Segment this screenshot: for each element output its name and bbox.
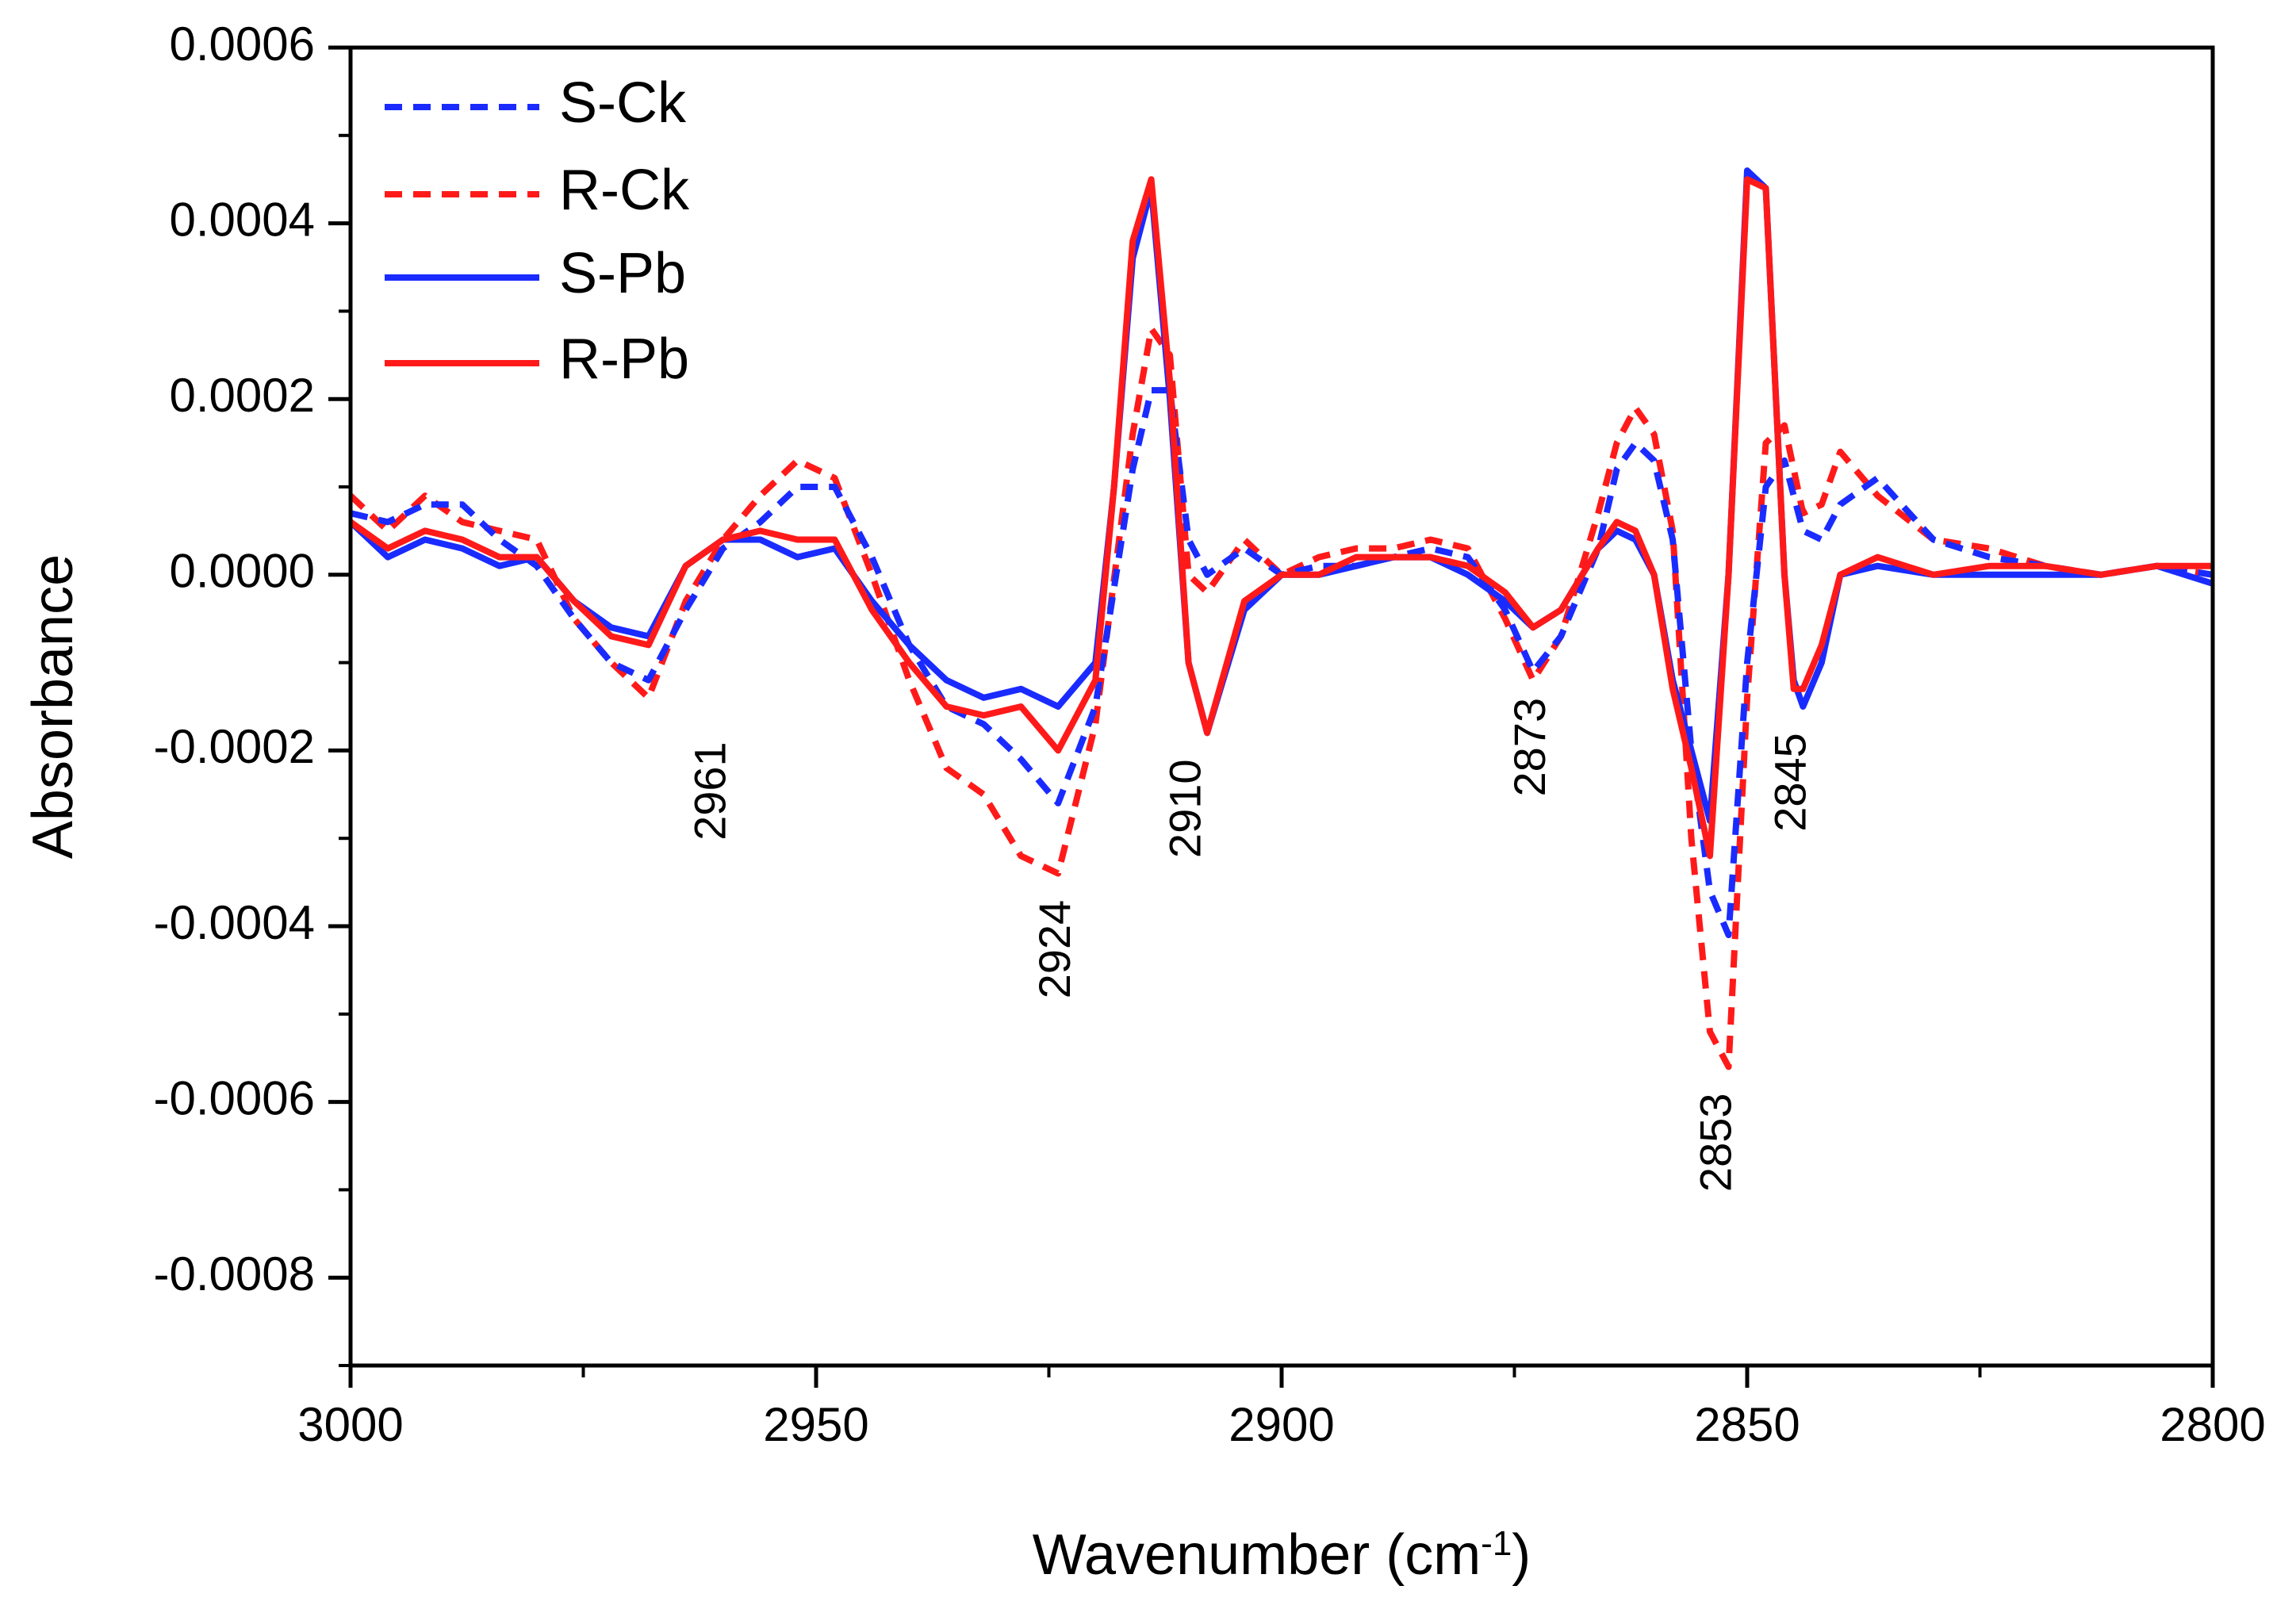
legend-label: R-Pb	[559, 328, 689, 391]
y-tick-label: -0.0002	[154, 720, 316, 773]
x-tick-label: 3000	[297, 1398, 403, 1451]
x-axis-title-superscript: -1	[1481, 1524, 1512, 1563]
axes-layer: 0.0006 0.0004 0.0002 0.0000 -0.0002 -0.0004 -0…	[154, 17, 2266, 1451]
x-tick-label: 2950	[763, 1398, 868, 1451]
x-axis-title-main: Wavenumber (cm	[1033, 1523, 1481, 1587]
y-tick-label: -0.0006	[154, 1071, 316, 1124]
peak-label-2924: 2924	[1029, 900, 1079, 999]
peak-label-2910: 2910	[1159, 760, 1209, 859]
x-tick-label: 2800	[2160, 1398, 2265, 1451]
legend: S-Ck R-Ck S-Pb R-Pb	[385, 71, 690, 391]
peak-label-2873: 2873	[1504, 698, 1554, 797]
x-tick-label: 2900	[1228, 1398, 1334, 1451]
y-axis-title: Absorbance	[21, 554, 85, 859]
legend-item-r-ck: R-Ck	[385, 159, 690, 222]
annotation-layer: 2961 2924 2910 2873 2853 2845	[685, 698, 1815, 1192]
series-line-r-pb	[351, 176, 2213, 860]
peak-label-2961: 2961	[685, 741, 735, 841]
y-tick-label: 0.0004	[169, 193, 315, 246]
y-tick-label: -0.0004	[154, 896, 316, 949]
legend-item-r-pb: R-Pb	[385, 328, 689, 391]
legend-label: R-Ck	[559, 159, 690, 222]
y-tick-label: 0.0002	[169, 369, 315, 422]
y-tick-label: -0.0008	[154, 1247, 316, 1300]
legend-item-s-ck: S-Ck	[385, 71, 687, 135]
x-axis-title-close: )	[1512, 1523, 1531, 1587]
x-tick-label: 2850	[1694, 1398, 1800, 1451]
series-line-s-ck	[351, 387, 2213, 939]
legend-label: S-Ck	[559, 71, 687, 135]
series-line-r-ck	[351, 325, 2213, 1071]
y-tick-label: 0.0000	[169, 545, 315, 598]
peak-label-2853: 2853	[1691, 1094, 1741, 1193]
legend-label: S-Pb	[559, 242, 686, 305]
series-layer	[351, 167, 2213, 1071]
peak-label-2845: 2845	[1765, 733, 1815, 832]
y-tick-label: 0.0006	[169, 17, 315, 71]
legend-item-s-pb: S-Pb	[385, 242, 686, 305]
x-axis-title: Wavenumber (cm-1)	[1033, 1523, 1531, 1587]
